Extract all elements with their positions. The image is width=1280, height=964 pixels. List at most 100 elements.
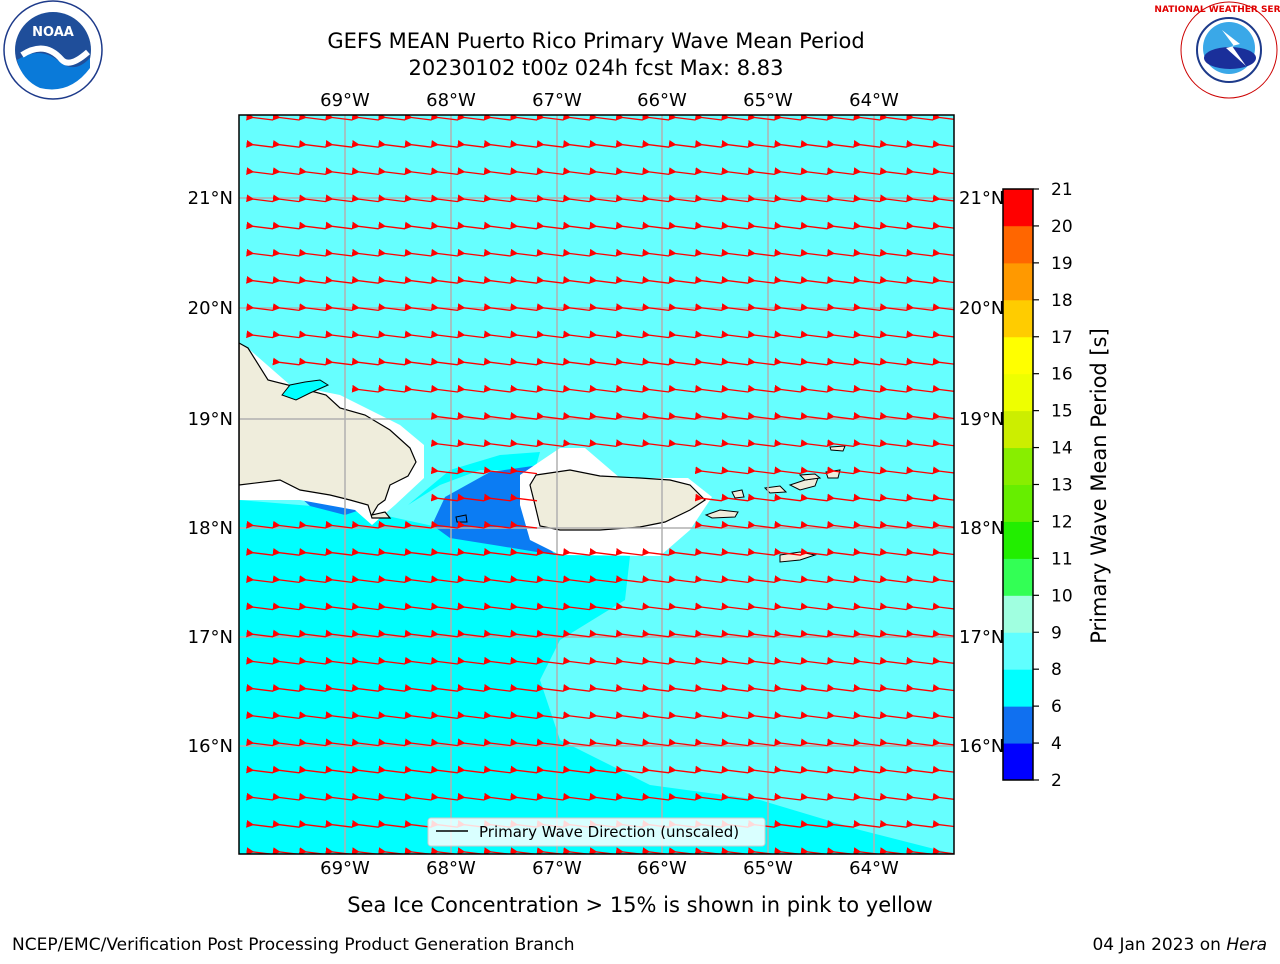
wave-direction-arrow [800, 248, 828, 257]
colorbar-tick-label: 20 [1051, 217, 1073, 237]
wave-direction-arrow [430, 303, 458, 312]
wave-direction-arrow [615, 140, 643, 148]
wave-direction-arrow [826, 711, 854, 720]
colorbar-tick-label: 4 [1051, 734, 1062, 754]
wave-direction-arrow [615, 384, 643, 393]
wave-direction-arrow [351, 384, 379, 393]
wave-direction-arrow [932, 575, 954, 583]
wave-direction-arrow [272, 575, 300, 584]
wave-direction-arrow [589, 711, 617, 720]
wave-direction-arrow [536, 629, 564, 638]
lon-label-top: 64°W [849, 90, 899, 111]
wave-direction-arrow [589, 575, 617, 584]
wave-direction-arrow [404, 602, 432, 611]
wave-direction-arrow [298, 765, 326, 774]
wave-direction-arrow [272, 167, 300, 176]
wave-direction-arrow [378, 575, 406, 584]
wave-direction-arrow [615, 548, 643, 556]
wave-direction-arrow [879, 792, 907, 801]
wave-direction-arrow [932, 115, 954, 121]
lat-label-left: 16°N [188, 736, 233, 757]
wave-direction-arrow [774, 684, 802, 692]
wave-direction-arrow [694, 194, 722, 203]
wave-direction-arrow [906, 439, 934, 448]
wave-direction-arrow [246, 330, 274, 339]
wave-direction-arrow [694, 765, 722, 774]
wave-direction-arrow [826, 738, 854, 747]
wave-direction-arrow [642, 439, 670, 448]
wave-direction-arrow [246, 711, 274, 720]
sea-ice-note: Sea Ice Concentration > 15% is shown in … [347, 893, 933, 917]
wave-direction-arrow [562, 711, 590, 720]
wave-direction-arrow [906, 140, 934, 148]
wave-direction-arrow [800, 303, 828, 312]
wave-direction-arrow [879, 493, 907, 502]
colorbar-tick-label: 2 [1051, 771, 1062, 791]
wave-direction-arrow [404, 575, 432, 584]
wave-direction-arrow [932, 711, 954, 719]
wave-direction-arrow [826, 684, 854, 692]
wave-direction-arrow [325, 248, 353, 257]
wave-direction-arrow [906, 330, 934, 339]
wave-direction-arrow [298, 221, 326, 230]
wave-direction-arrow [932, 520, 954, 529]
wave-direction-arrow [483, 738, 511, 747]
wave-direction-arrow [642, 357, 670, 366]
wave-direction-arrow [879, 140, 907, 148]
wave-direction-arrow [430, 357, 458, 366]
lat-label-right: 17°N [959, 627, 1004, 648]
wave-direction-arrow [694, 221, 722, 230]
wave-direction-arrow [589, 629, 617, 638]
wave-direction-arrow [483, 357, 511, 366]
wave-direction-arrow [457, 303, 485, 312]
wave-direction-arrow [879, 656, 907, 665]
map-legend: Primary Wave Direction (unscaled) [427, 817, 766, 847]
wave-direction-arrow [932, 847, 954, 854]
wave-direction-arrow [721, 792, 749, 801]
colorbar-tick-label: 16 [1051, 365, 1073, 385]
colorbar-segment [1003, 410, 1033, 449]
wave-direction-arrow [932, 738, 954, 747]
wave-direction-arrow [483, 276, 511, 284]
wave-direction-arrow [378, 221, 406, 230]
wave-direction-arrow [721, 548, 749, 556]
wave-direction-arrow [562, 792, 590, 801]
wave-direction-arrow [668, 684, 696, 692]
wave-direction-arrow [483, 656, 511, 665]
wave-direction-arrow [562, 384, 590, 393]
colorbar-segment [1003, 595, 1033, 633]
wave-direction-arrow [378, 656, 406, 665]
wave-direction-arrow [510, 466, 538, 475]
wave-direction-arrow [668, 276, 696, 284]
wave-direction-arrow [668, 194, 696, 203]
wave-direction-arrow [800, 140, 828, 148]
wave-direction-arrow [906, 194, 934, 203]
lon-label-bottom: 68°W [426, 858, 476, 879]
wave-direction-arrow [615, 303, 643, 312]
wave-direction-arrow [668, 140, 696, 148]
wave-direction-arrow [378, 820, 406, 828]
wave-direction-arrow [536, 575, 564, 584]
wave-direction-arrow [325, 140, 353, 148]
wave-direction-arrow [325, 765, 353, 774]
wave-direction-arrow [430, 520, 458, 529]
wave-direction-arrow [906, 820, 934, 828]
wave-direction-arrow [351, 520, 379, 529]
wave-direction-arrow [483, 684, 511, 692]
colorbar-label: Primary Wave Mean Period [s] [1087, 328, 1111, 644]
wave-direction-arrow [562, 548, 590, 556]
wave-direction-arrow [668, 792, 696, 801]
wave-direction-arrow [457, 711, 485, 720]
wave-direction-arrow [272, 820, 300, 828]
wave-direction-arrow [826, 765, 854, 774]
wave-direction-arrow [879, 276, 907, 284]
wave-direction-arrow [774, 412, 802, 420]
noaa-logo: NOAA [3, 0, 103, 100]
wave-direction-arrow [589, 765, 617, 774]
wave-direction-arrow [694, 548, 722, 556]
wave-direction-arrow [536, 276, 564, 284]
wave-direction-arrow [747, 248, 775, 257]
wave-direction-arrow [351, 303, 379, 312]
lon-label-top: 68°W [426, 90, 476, 111]
wave-direction-arrow [430, 656, 458, 665]
